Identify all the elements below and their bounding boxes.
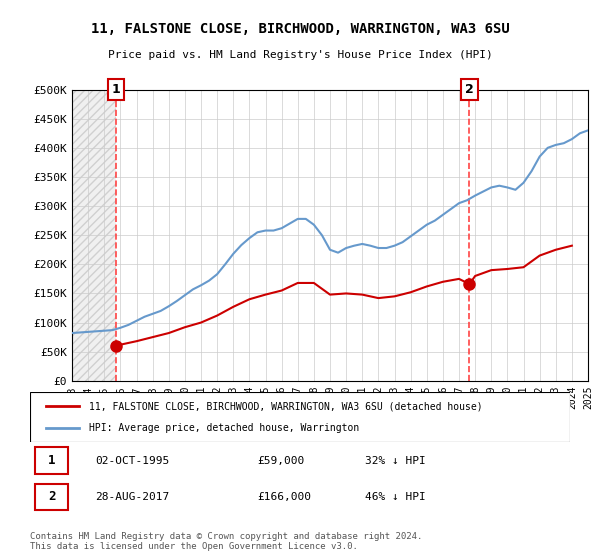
Text: 2: 2 bbox=[465, 83, 474, 96]
FancyBboxPatch shape bbox=[35, 447, 68, 474]
Text: 02-OCT-1995: 02-OCT-1995 bbox=[95, 456, 169, 465]
Text: 32% ↓ HPI: 32% ↓ HPI bbox=[365, 456, 425, 465]
Text: 46% ↓ HPI: 46% ↓ HPI bbox=[365, 492, 425, 502]
Text: Price paid vs. HM Land Registry's House Price Index (HPI): Price paid vs. HM Land Registry's House … bbox=[107, 50, 493, 60]
Text: HPI: Average price, detached house, Warrington: HPI: Average price, detached house, Warr… bbox=[89, 423, 359, 433]
Text: 1: 1 bbox=[48, 454, 55, 467]
Text: 1: 1 bbox=[112, 83, 121, 96]
FancyBboxPatch shape bbox=[35, 484, 68, 510]
Bar bbox=[72, 90, 116, 381]
Text: 2: 2 bbox=[48, 491, 55, 503]
Text: 28-AUG-2017: 28-AUG-2017 bbox=[95, 492, 169, 502]
Text: 11, FALSTONE CLOSE, BIRCHWOOD, WARRINGTON, WA3 6SU (detached house): 11, FALSTONE CLOSE, BIRCHWOOD, WARRINGTO… bbox=[89, 401, 483, 411]
Text: 11, FALSTONE CLOSE, BIRCHWOOD, WARRINGTON, WA3 6SU: 11, FALSTONE CLOSE, BIRCHWOOD, WARRINGTO… bbox=[91, 22, 509, 36]
Text: Contains HM Land Registry data © Crown copyright and database right 2024.
This d: Contains HM Land Registry data © Crown c… bbox=[30, 532, 422, 552]
Text: £166,000: £166,000 bbox=[257, 492, 311, 502]
FancyBboxPatch shape bbox=[30, 392, 570, 442]
Text: £59,000: £59,000 bbox=[257, 456, 304, 465]
